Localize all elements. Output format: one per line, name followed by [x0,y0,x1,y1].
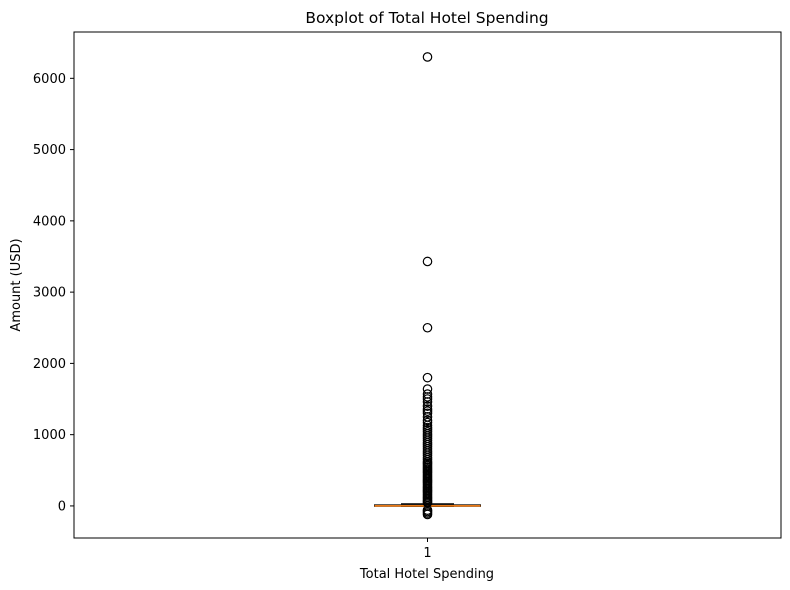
outlier-point [422,401,433,411]
y-axis-label: Amount (USD) [9,238,24,331]
outlier-point [422,384,433,394]
outlier-point [422,322,433,333]
y-tick-label: 0 [58,499,66,514]
outlier-point [422,256,433,267]
y-tick-label: 4000 [33,214,66,229]
y-tick-label: 3000 [33,286,66,301]
plot-area: 0 1000 2000 3000 4000 5000 6000 1 [33,31,782,561]
outlier-point [422,397,433,407]
y-tick-label: 1000 [33,428,66,443]
x-axis-label: Total Hotel Spending [359,567,494,582]
x-tick-label: 1 [423,546,431,561]
y-tick-label: 2000 [33,357,66,372]
outlier-point [422,509,433,520]
outlier-point [422,417,433,428]
outlier-point [422,52,433,62]
chart-title: Boxplot of Total Hotel Spending [305,9,548,27]
outlier-point [422,394,433,404]
outlier-point [422,408,433,419]
y-tick-label: 5000 [33,143,66,158]
y-tick-label: 6000 [33,72,66,87]
outlier-point [422,372,433,383]
